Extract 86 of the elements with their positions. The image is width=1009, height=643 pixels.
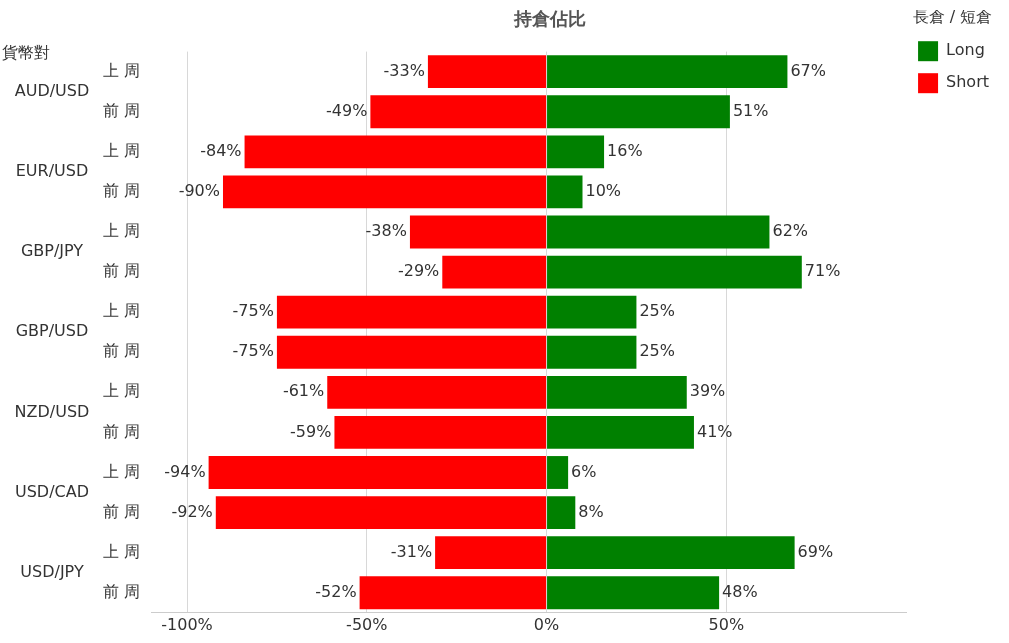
y-tick-label: 上 周 xyxy=(102,60,141,80)
bar xyxy=(547,215,770,249)
bar xyxy=(547,255,802,289)
bar xyxy=(208,456,547,489)
bar xyxy=(547,95,730,129)
data-label: 41% xyxy=(696,421,733,441)
y-tick-label: 前 周 xyxy=(102,581,141,601)
text: EUR/USD xyxy=(15,161,89,181)
bar xyxy=(276,335,547,369)
text: USD/JPY xyxy=(20,561,84,581)
data-label: 62% xyxy=(772,221,809,241)
data-label: 71% xyxy=(804,261,841,281)
y-tick-label: 前 周 xyxy=(102,341,141,361)
bar xyxy=(547,576,720,610)
bar xyxy=(547,415,694,449)
data-label: 8% xyxy=(578,501,604,521)
bar xyxy=(215,496,547,530)
bar xyxy=(547,496,576,530)
data-label: 10% xyxy=(585,181,622,201)
y-tick-label: 上 周 xyxy=(102,381,141,401)
data-label: -33% xyxy=(383,60,425,80)
data-label: -92% xyxy=(171,501,213,521)
y-tick-label: 前 周 xyxy=(102,501,141,521)
x-tick-label: -50% xyxy=(346,614,388,634)
bar xyxy=(370,95,547,129)
data-label: -84% xyxy=(200,140,242,160)
y-tick-label: 上 周 xyxy=(102,140,141,160)
bar xyxy=(409,215,547,249)
y-tick-label: 前 周 xyxy=(102,100,141,120)
data-label: -31% xyxy=(390,541,433,561)
bar xyxy=(276,295,547,329)
data-label: 48% xyxy=(722,581,758,601)
data-label: -29% xyxy=(397,261,440,281)
legend-label: Long xyxy=(946,40,985,60)
data-label: -75% xyxy=(232,301,274,321)
data-label: 51% xyxy=(732,100,769,120)
bar xyxy=(547,536,795,570)
data-label: 25% xyxy=(639,301,675,321)
bar xyxy=(222,175,547,209)
bar xyxy=(359,576,547,610)
bar xyxy=(427,55,547,89)
y-tick-label: 上 周 xyxy=(102,541,141,561)
x-tick-label: -100% xyxy=(161,614,213,634)
data-label: -75% xyxy=(232,341,274,361)
legend-label: Short xyxy=(946,72,989,92)
bar xyxy=(547,295,637,329)
legend-title: 長倉 / 短倉 xyxy=(912,7,993,27)
bar xyxy=(547,456,569,489)
data-label: -90% xyxy=(178,181,220,201)
bar xyxy=(435,536,547,570)
x-tick-label: 0% xyxy=(533,614,560,634)
data-label: 69% xyxy=(797,541,834,561)
data-label: -49% xyxy=(326,100,368,120)
data-label: 6% xyxy=(571,461,597,481)
bar xyxy=(327,375,547,409)
text: USD/CAD xyxy=(14,481,90,501)
data-label: 16% xyxy=(607,140,643,160)
y-tick-label: 上 周 xyxy=(102,301,141,321)
bar xyxy=(244,135,547,169)
bar xyxy=(547,335,637,369)
bar xyxy=(442,255,547,289)
data-label: 39% xyxy=(689,381,726,401)
bar xyxy=(547,375,687,409)
text: NZD/USD xyxy=(14,401,90,421)
data-label: -52% xyxy=(315,581,357,601)
data-label: -38% xyxy=(365,221,407,241)
data-label: -59% xyxy=(290,421,332,441)
data-label: -94% xyxy=(164,461,206,481)
text: AUD/USD xyxy=(14,80,90,100)
bar xyxy=(547,55,788,89)
x-tick-label: 50% xyxy=(708,614,745,634)
bar xyxy=(334,415,547,449)
bar xyxy=(547,175,583,209)
y-tick-label: 上 周 xyxy=(102,221,141,241)
chart-title: 持倉佔比 xyxy=(512,8,586,30)
y-tick-label: 前 周 xyxy=(102,261,141,281)
y-tick-label: 前 周 xyxy=(102,181,141,201)
y-tick-label: 前 周 xyxy=(102,421,141,441)
data-label: 67% xyxy=(790,60,826,80)
y-tick-label: 上 周 xyxy=(102,461,141,481)
y-axis-title: 貨幣對 xyxy=(2,43,50,63)
data-label: 25% xyxy=(639,341,675,361)
text: GBP/JPY xyxy=(20,241,84,261)
bar xyxy=(547,135,605,169)
text: GBP/USD xyxy=(15,321,89,341)
data-label: -61% xyxy=(282,381,325,401)
